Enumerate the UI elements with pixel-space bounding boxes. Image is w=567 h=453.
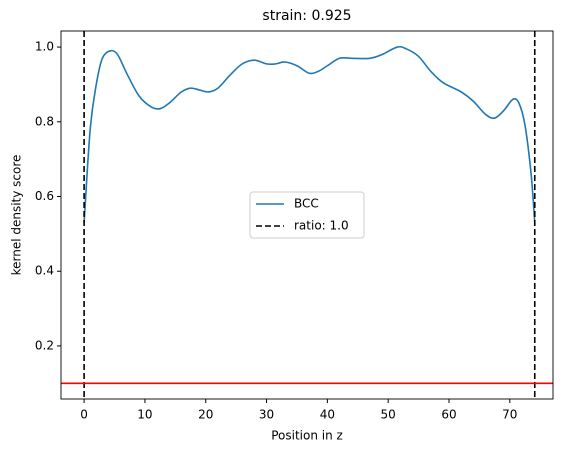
x-tick-label: 20: [198, 408, 213, 422]
legend-label: ratio: 1.0: [294, 219, 349, 233]
x-tick-label: 30: [259, 408, 274, 422]
x-tick-label: 0: [80, 408, 88, 422]
x-tick-label: 70: [502, 408, 517, 422]
legend-label: BCC: [294, 197, 319, 211]
y-tick-label: 1.0: [35, 40, 54, 54]
x-tick-label: 50: [381, 408, 396, 422]
data-line: [83, 45, 536, 223]
y-tick-label: 0.4: [35, 264, 54, 278]
x-axis-label: Position in z: [271, 429, 343, 443]
y-tick-label: 0.8: [35, 114, 54, 128]
x-tick-label: 10: [137, 408, 152, 422]
y-tick-label: 0.2: [35, 338, 54, 352]
axes-frame: [60, 30, 554, 400]
y-axis-label: kernel density score: [10, 155, 24, 276]
chart-title: strain: 0.925: [262, 8, 351, 24]
x-tick-label: 60: [441, 408, 456, 422]
x-tick-label: 40: [320, 408, 335, 422]
y-tick-label: 0.6: [35, 189, 54, 203]
